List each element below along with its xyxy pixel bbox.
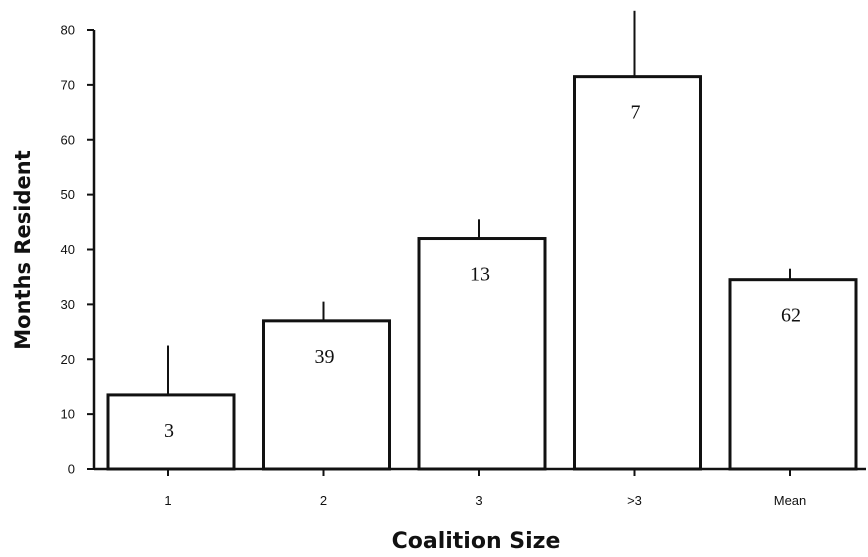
- y-tick-label: 60: [61, 132, 75, 147]
- bar-count-label: 39: [315, 346, 335, 368]
- x-tick-label: Mean: [774, 493, 807, 508]
- y-axis-ticks: 0 10 20 30 40 50 60 70 80: [61, 23, 94, 477]
- bar-count-label: 13: [470, 264, 490, 286]
- bar-count-label: 3: [164, 420, 174, 442]
- y-tick-label: 70: [61, 77, 75, 92]
- x-tick-label: 2: [320, 493, 327, 508]
- bar: [262, 319, 391, 471]
- y-tick-label: 50: [61, 187, 75, 202]
- y-tick-label: 10: [61, 407, 75, 422]
- bar-count-label: 7: [631, 102, 641, 124]
- bar-count-labels: 3 39 13 7 62: [164, 102, 801, 442]
- x-axis-title: Coalition Size: [392, 529, 561, 554]
- y-tick-label: 80: [61, 23, 75, 38]
- x-tick-label: 1: [164, 493, 171, 508]
- x-axis-ticks: 1 2 3 >3 Mean: [164, 469, 806, 508]
- bar-count-label: 62: [781, 305, 801, 327]
- bar: [573, 75, 702, 471]
- x-tick-label: >3: [627, 493, 642, 508]
- y-tick-label: 0: [68, 462, 75, 477]
- bar: [417, 237, 547, 471]
- y-axis-title: Months Resident: [11, 150, 35, 349]
- x-tick-label: 3: [475, 493, 482, 508]
- y-tick-label: 40: [61, 242, 75, 257]
- y-tick-label: 30: [61, 297, 75, 312]
- bars: [106, 75, 858, 471]
- y-tick-label: 20: [61, 352, 75, 367]
- bar: [728, 278, 858, 471]
- error-bars: [167, 10, 791, 395]
